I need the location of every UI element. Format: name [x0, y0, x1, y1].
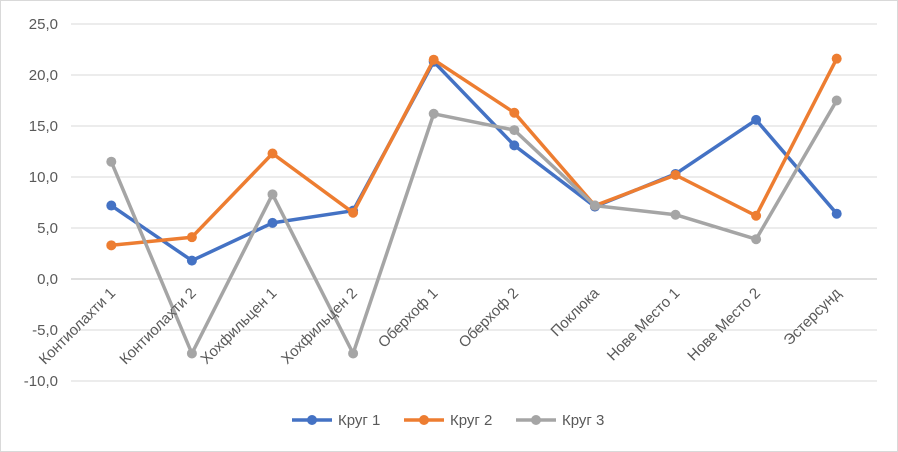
x-category-label: Контиолахти 2 — [116, 285, 199, 368]
legend-label: Круг 3 — [562, 412, 604, 429]
legend-marker — [531, 415, 541, 425]
y-tick-label: 0,0 — [37, 271, 58, 288]
x-category-label: Оберхоф 1 — [375, 285, 442, 352]
data-point — [589, 200, 600, 211]
legend-label: Круг 1 — [338, 412, 380, 429]
series-line — [109, 59, 839, 263]
data-point — [831, 208, 842, 219]
data-point — [751, 234, 762, 245]
legend-entry: Круг 3 — [516, 412, 604, 429]
data-point — [670, 209, 681, 220]
y-tick-label: 25,0 — [29, 16, 58, 33]
data-point — [751, 210, 762, 221]
data-point — [186, 232, 197, 243]
data-point — [428, 108, 439, 119]
data-point — [509, 125, 520, 136]
data-point — [186, 255, 197, 266]
y-tick-label: 20,0 — [29, 67, 58, 84]
data-point — [106, 240, 117, 251]
legend-marker — [307, 415, 317, 425]
data-point — [106, 156, 117, 167]
y-axis-ticks: -10,0 -5,0 0,0 5,0 10,0 15,0 20,0 25,0 — [24, 16, 58, 390]
series-lines — [106, 53, 842, 359]
legend-entry: Круг 2 — [404, 412, 492, 429]
series-3 — [106, 95, 842, 359]
x-category-label: Хохфильцен 1 — [197, 285, 280, 368]
x-category-label: Оберхоф 2 — [456, 285, 523, 352]
data-point — [751, 114, 762, 125]
y-tick-label: 15,0 — [29, 118, 58, 135]
data-point — [831, 95, 842, 106]
data-point — [267, 217, 278, 228]
data-point — [509, 140, 520, 151]
legend-entry: Круг 1 — [292, 412, 380, 429]
data-point — [509, 107, 520, 118]
y-tick-label: -10,0 — [24, 373, 58, 390]
data-point — [267, 148, 278, 159]
y-tick-label: -5,0 — [32, 322, 58, 339]
y-tick-label: 5,0 — [37, 220, 58, 237]
legend-marker — [419, 415, 429, 425]
series-2 — [106, 53, 842, 251]
data-point — [106, 200, 117, 211]
data-point — [428, 54, 439, 65]
data-point — [186, 348, 197, 359]
x-category-label: Нове Место 1 — [604, 285, 684, 365]
data-point — [831, 53, 842, 64]
series-line — [109, 98, 839, 356]
x-category-label: Нове Место 2 — [684, 285, 764, 365]
legend-label: Круг 2 — [450, 412, 492, 429]
data-point — [348, 207, 359, 218]
data-point — [670, 169, 681, 180]
series-line — [109, 56, 839, 248]
data-point — [267, 189, 278, 200]
x-category-label: Поклюка — [548, 284, 604, 340]
y-tick-label: 10,0 — [29, 169, 58, 186]
data-point — [348, 348, 359, 359]
x-category-label: Эстерсунд — [780, 285, 844, 349]
legend: Круг 1 Круг 2 Круг 3 — [292, 412, 604, 429]
